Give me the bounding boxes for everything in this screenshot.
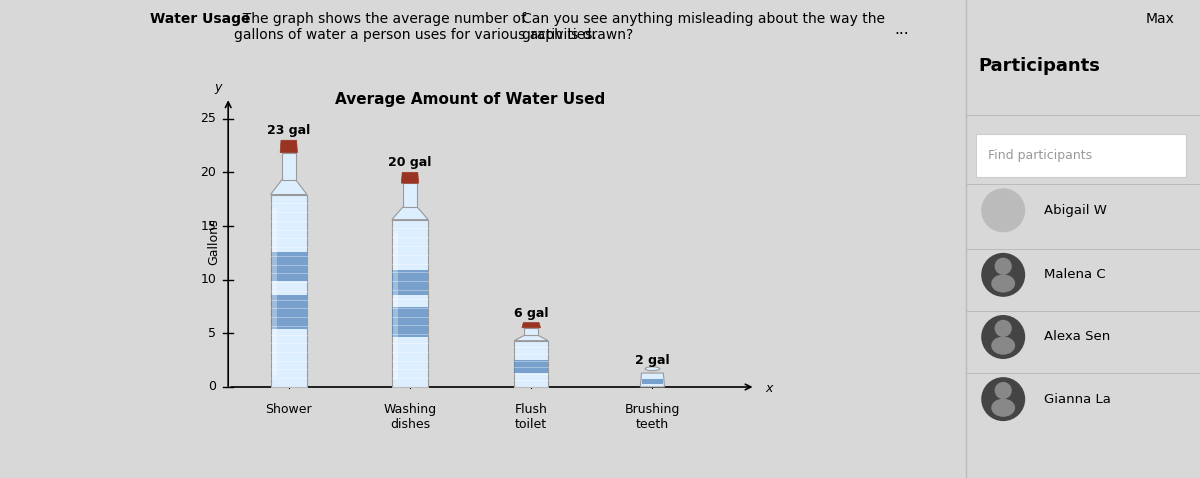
Text: Average Amount of Water Used: Average Amount of Water Used xyxy=(336,92,606,107)
Ellipse shape xyxy=(991,337,1015,355)
Polygon shape xyxy=(522,323,540,328)
Text: 5: 5 xyxy=(208,327,216,340)
Text: y: y xyxy=(215,81,222,94)
Text: Alexa Sen: Alexa Sen xyxy=(1044,330,1110,344)
Text: 15: 15 xyxy=(200,219,216,233)
Circle shape xyxy=(982,315,1025,359)
Text: 25: 25 xyxy=(200,112,216,125)
Bar xyxy=(515,360,548,373)
Circle shape xyxy=(995,320,1012,337)
Text: Water Usage: Water Usage xyxy=(150,12,251,26)
Polygon shape xyxy=(524,328,539,336)
Text: Shower: Shower xyxy=(265,403,312,416)
Circle shape xyxy=(995,382,1012,399)
Ellipse shape xyxy=(646,367,660,370)
Bar xyxy=(642,379,664,383)
Polygon shape xyxy=(641,373,665,387)
Text: The graph shows the average number of
gallons of water a person uses for various: The graph shows the average number of ga… xyxy=(234,12,596,42)
Text: 20 gal: 20 gal xyxy=(389,156,432,169)
Polygon shape xyxy=(271,195,307,387)
Bar xyxy=(271,252,307,281)
Bar xyxy=(271,294,307,329)
Text: 20: 20 xyxy=(200,166,216,179)
Text: Flush
toilet: Flush toilet xyxy=(515,403,547,431)
Text: 0: 0 xyxy=(208,380,216,393)
Bar xyxy=(394,231,398,379)
Bar xyxy=(272,208,277,377)
Polygon shape xyxy=(515,336,548,341)
Text: Gianna La: Gianna La xyxy=(1044,392,1111,406)
Text: ...: ... xyxy=(894,22,908,36)
Ellipse shape xyxy=(991,274,1015,293)
Circle shape xyxy=(982,188,1025,232)
Text: 23 gal: 23 gal xyxy=(268,124,311,137)
Text: Can you see anything misleading about the way the
graph is drawn?: Can you see anything misleading about th… xyxy=(522,12,886,42)
Text: Washing
dishes: Washing dishes xyxy=(384,403,437,431)
Circle shape xyxy=(982,253,1025,297)
Polygon shape xyxy=(392,220,428,387)
Text: x: x xyxy=(766,382,773,395)
Text: Participants: Participants xyxy=(978,57,1100,76)
Polygon shape xyxy=(515,341,548,387)
Polygon shape xyxy=(282,152,295,180)
Ellipse shape xyxy=(991,399,1015,417)
Polygon shape xyxy=(401,173,419,183)
Text: Find participants: Find participants xyxy=(989,149,1092,162)
Text: 6 gal: 6 gal xyxy=(514,307,548,320)
Bar xyxy=(392,270,428,295)
Text: Abigail W: Abigail W xyxy=(1044,204,1106,217)
Text: 10: 10 xyxy=(200,273,216,286)
Text: Brushing
teeth: Brushing teeth xyxy=(625,403,680,431)
Polygon shape xyxy=(280,140,298,152)
Polygon shape xyxy=(392,207,428,220)
Text: Gallons: Gallons xyxy=(208,219,220,265)
Polygon shape xyxy=(271,180,307,195)
Polygon shape xyxy=(403,183,416,207)
Circle shape xyxy=(982,377,1025,421)
Text: Max: Max xyxy=(1146,12,1175,26)
Text: 2 gal: 2 gal xyxy=(635,354,670,367)
Circle shape xyxy=(995,258,1012,275)
Text: Malena C: Malena C xyxy=(1044,268,1105,282)
Bar xyxy=(392,307,428,337)
